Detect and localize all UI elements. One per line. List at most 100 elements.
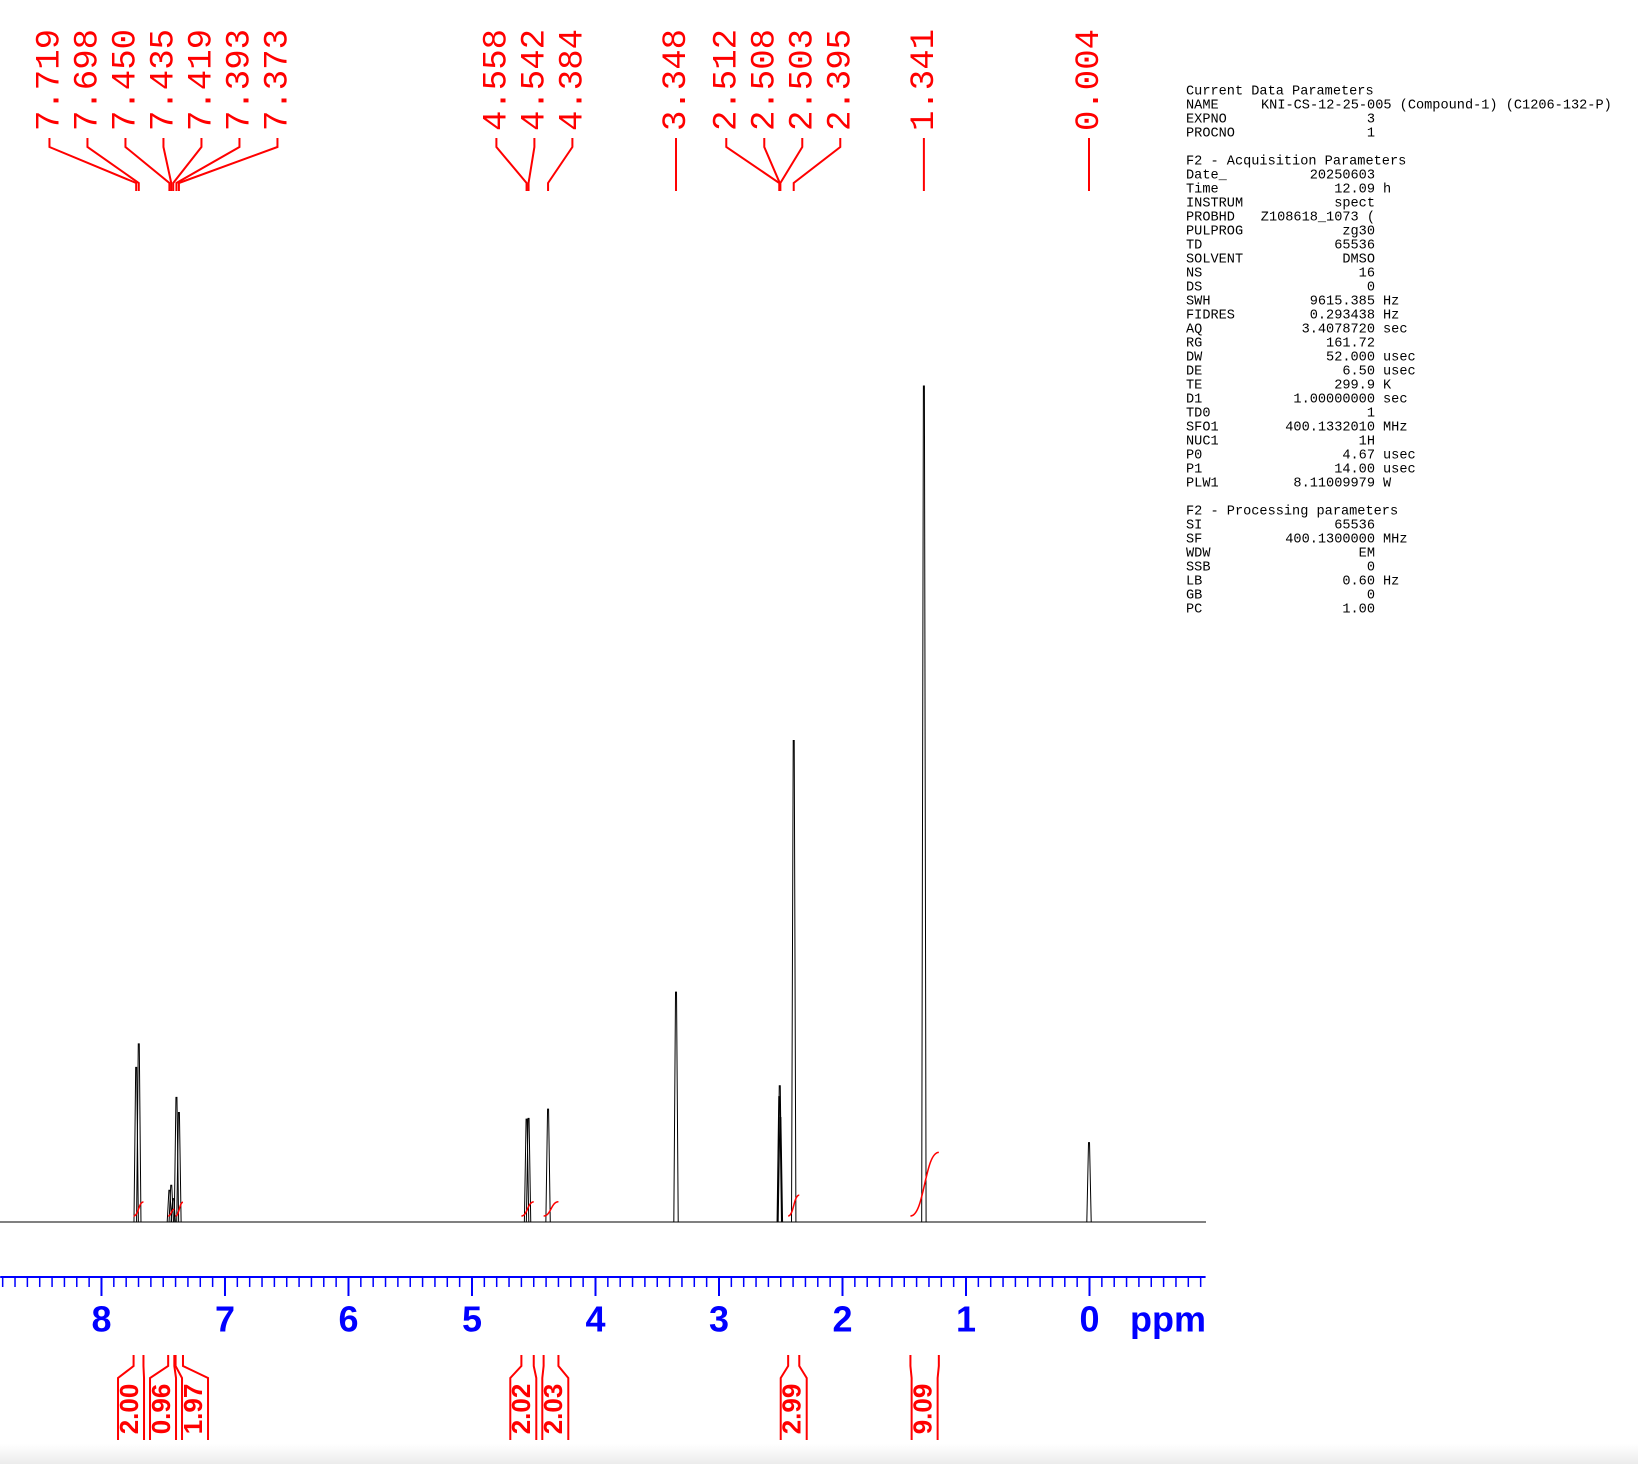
parameter-value: 0.293438 xyxy=(1310,309,1375,324)
peak xyxy=(777,1117,784,1223)
parameter-value: KNI-CS-12-25-005 (Compound-1) (C1206-132… xyxy=(1261,99,1612,114)
parameter-unit: K xyxy=(1383,379,1392,394)
x-tick-label: 0 xyxy=(1079,1299,1099,1340)
parameter-value: 400.1332010 xyxy=(1285,421,1375,436)
integral-curve xyxy=(787,1194,800,1217)
parameter-value: 1.00 xyxy=(1342,603,1375,618)
integral-curve xyxy=(521,1201,534,1217)
x-tick-label: 2 xyxy=(832,1299,852,1340)
integral-label: 2.00 xyxy=(114,1384,144,1435)
peak-label: 7.435 xyxy=(145,29,183,131)
parameter-unit: usec xyxy=(1383,365,1416,380)
parameter-value: 8.11009979 xyxy=(1293,477,1375,492)
parameter-name: SOLVENT xyxy=(1186,253,1243,268)
parameter-unit: W xyxy=(1383,477,1392,492)
parameter-value: EM xyxy=(1359,547,1375,562)
parameter-name: TD xyxy=(1186,239,1202,254)
peak-label: 2.395 xyxy=(822,29,860,131)
peak-connector xyxy=(527,138,536,191)
parameter-name: NAME xyxy=(1186,99,1219,114)
peak-label: 0.004 xyxy=(1071,29,1109,131)
parameter-name: FIDRES xyxy=(1186,309,1235,324)
parameter-name: DW xyxy=(1186,351,1203,366)
parameter-unit: MHz xyxy=(1383,421,1407,436)
parameter-name: GB xyxy=(1186,589,1202,604)
peak xyxy=(523,1118,530,1223)
parameter-value: 0 xyxy=(1367,589,1375,604)
parameter-name: P0 xyxy=(1186,449,1202,464)
parameter-value: 0.60 xyxy=(1342,575,1375,590)
parameter-name: NUC1 xyxy=(1186,435,1219,450)
peak xyxy=(673,991,679,1223)
peak-label: 7.719 xyxy=(31,29,69,131)
x-tick-label: 1 xyxy=(956,1299,976,1340)
parameter-unit: Hz xyxy=(1383,309,1399,324)
parameter-name: PROBHD xyxy=(1186,211,1235,226)
peak-label: 7.373 xyxy=(259,29,297,131)
parameter-name: PULPROG xyxy=(1186,225,1243,240)
parameter-name: SFO1 xyxy=(1186,421,1219,436)
peak-connector xyxy=(175,138,241,191)
parameter-value: 400.1300000 xyxy=(1285,533,1375,548)
parameter-name: SWH xyxy=(1186,295,1210,310)
peak-connector xyxy=(792,138,842,191)
parameter-value: 161.72 xyxy=(1326,337,1375,352)
peak xyxy=(545,1108,551,1223)
peak-connector xyxy=(162,138,173,191)
peak-label: 4.384 xyxy=(554,29,592,131)
integral-curve xyxy=(543,1201,559,1217)
peak xyxy=(136,1043,142,1223)
parameter-value: 65536 xyxy=(1334,519,1375,534)
integral-bracket xyxy=(174,1355,210,1440)
peak-connector xyxy=(124,138,171,191)
parameter-name: Time xyxy=(1186,183,1219,198)
integral-label: 9.09 xyxy=(908,1384,938,1435)
parameter-value: DMSO xyxy=(1342,253,1375,268)
integral-label: 2.02 xyxy=(506,1384,536,1435)
parameter-value: 1H xyxy=(1359,435,1375,450)
peak-label: 7.419 xyxy=(183,29,221,131)
peak xyxy=(166,1189,173,1223)
parameter-name: EXPNO xyxy=(1186,113,1227,128)
bottom-strip xyxy=(0,1444,1638,1464)
parameter-name: SF xyxy=(1186,533,1202,548)
parameter-value: 3.4078720 xyxy=(1302,323,1375,338)
integral-label: 2.03 xyxy=(538,1384,568,1435)
integral-bracket xyxy=(779,1355,808,1440)
integral-label: 0.96 xyxy=(146,1384,176,1435)
parameter-name: NS xyxy=(1186,267,1202,282)
parameter-name: DS xyxy=(1186,281,1202,296)
parameter-name: PROCNO xyxy=(1186,127,1235,142)
parameter-name: TD0 xyxy=(1186,407,1210,422)
peak xyxy=(791,739,797,1223)
parameter-name: P1 xyxy=(1186,463,1202,478)
peak-connector xyxy=(495,138,528,191)
x-axis-label: ppm xyxy=(1130,1299,1206,1340)
parameter-unit: Hz xyxy=(1383,575,1399,590)
parameter-name: AQ xyxy=(1186,323,1202,338)
parameter-name: SSB xyxy=(1186,561,1210,576)
integral-curve xyxy=(133,1201,144,1217)
peak-connector xyxy=(86,138,140,191)
peak xyxy=(1086,1142,1092,1223)
parameter-name: Date_ xyxy=(1186,169,1228,184)
parameter-value: Z108618_1073 ( xyxy=(1261,211,1375,226)
parameter-section-title: F2 - Acquisition Parameters xyxy=(1186,155,1406,170)
integral-bracket xyxy=(541,1355,570,1440)
peak-connector xyxy=(48,138,138,191)
parameter-section-title: Current Data Parameters xyxy=(1186,85,1374,100)
x-tick-label: 8 xyxy=(91,1299,111,1340)
parameter-name: D1 xyxy=(1186,393,1202,408)
peak-connector xyxy=(177,138,279,191)
integral-bracket xyxy=(149,1355,178,1440)
peak-connector xyxy=(779,138,804,191)
parameter-value: 65536 xyxy=(1334,239,1375,254)
parameter-value: 4.67 xyxy=(1342,449,1375,464)
peak-label: 4.558 xyxy=(478,29,516,131)
parameter-section-title: F2 - Processing parameters xyxy=(1186,505,1398,520)
x-tick-label: 5 xyxy=(462,1299,482,1340)
